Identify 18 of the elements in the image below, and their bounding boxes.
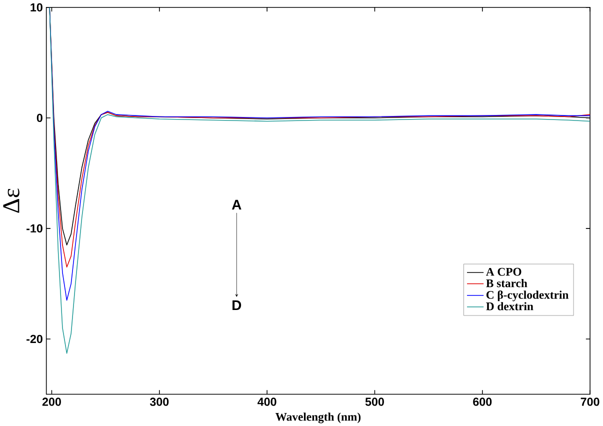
x-tick-label: 200 (42, 397, 61, 406)
y-tick-label: 10 (30, 2, 42, 12)
annotation: D (232, 300, 242, 310)
legend-label: D dextrin (486, 302, 534, 310)
y-tick-label: 0 (36, 114, 42, 122)
x-tick-label: 700 (580, 397, 600, 406)
legend-label: A CPO (486, 268, 522, 276)
y-tick-label: -20 (26, 334, 42, 343)
legend-label: B starch (486, 278, 528, 287)
y-axis-title: Δε (3, 188, 20, 212)
x-axis-title: Wavelength (nm) (276, 412, 361, 423)
x-tick-label: 600 (473, 397, 492, 406)
legend-label: C β-cyclodextrin (486, 290, 569, 301)
y-tick-label: -10 (26, 224, 42, 232)
annotation: A (232, 200, 242, 210)
x-tick-label: 300 (150, 397, 169, 406)
x-tick-label: 400 (258, 397, 276, 406)
x-tick-label: 500 (365, 397, 384, 406)
